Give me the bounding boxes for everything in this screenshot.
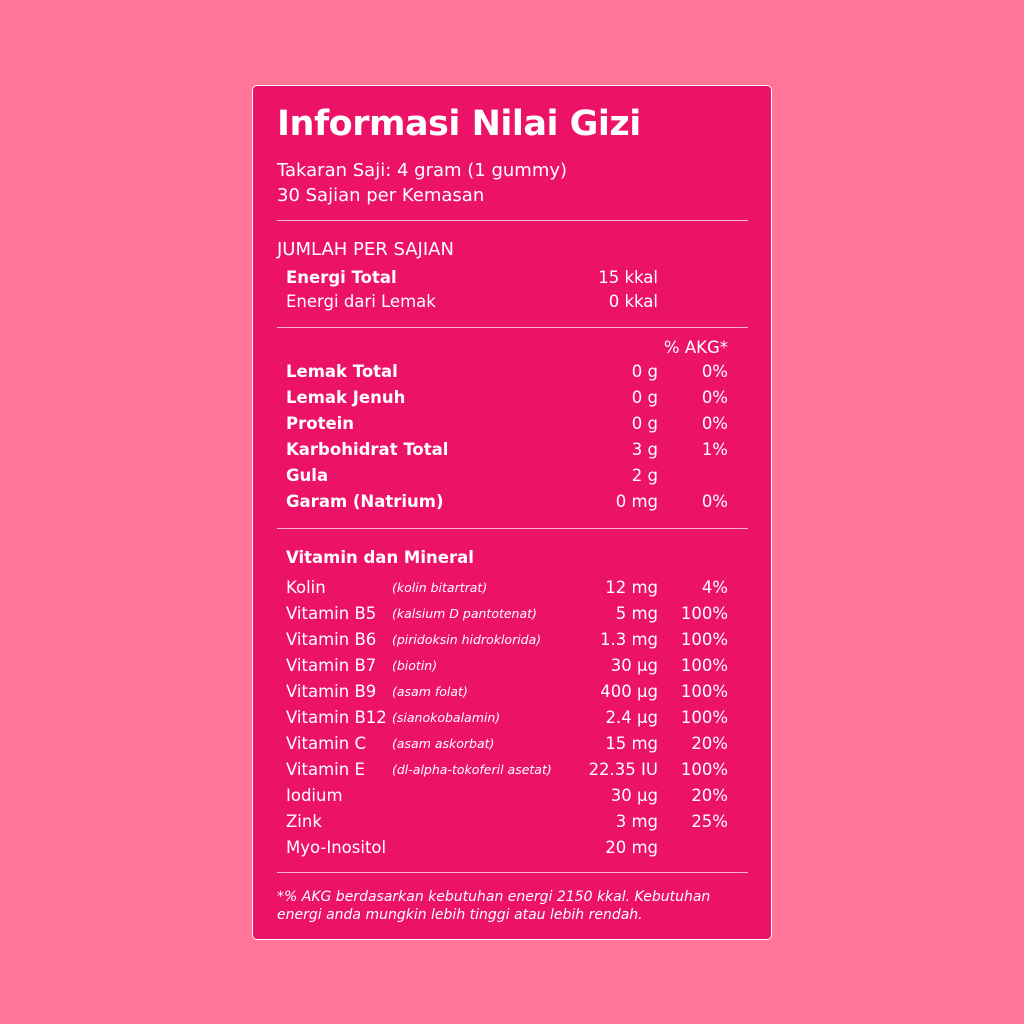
amount: 3 mg (615, 812, 658, 831)
label: Vitamin B5 (286, 604, 377, 623)
akg-header: % AKG* (663, 338, 728, 357)
label: Protein (286, 414, 355, 433)
label: Karbohidrat Total (286, 440, 449, 459)
vitamins-row: Vitamin B9 (asam folat) 400 µg 100% (286, 681, 728, 703)
amount: 15 mg (605, 734, 658, 753)
divider (277, 327, 748, 328)
amount: 15 kkal (598, 268, 658, 287)
amount: 30 µg (610, 656, 658, 675)
vitamins-row: Iodium 30 µg 20% (286, 785, 728, 807)
akg: 0% (701, 414, 728, 433)
akg: 20% (691, 786, 728, 805)
akg: 0% (701, 362, 728, 381)
form: (dl-alpha-tokoferil asetat) (392, 762, 552, 777)
akg: 100% (680, 708, 728, 727)
nutrients-row: Lemak Jenuh 0 g 0% (286, 387, 728, 409)
amount: 22.35 IU (588, 760, 658, 779)
servings-per-pack: 30 Sajian per Kemasan (277, 185, 485, 206)
nutrients-row: Protein 0 g 0% (286, 413, 728, 435)
vitamins-row: Zink 3 mg 25% (286, 811, 728, 833)
page-title: Informasi Nilai Gizi (277, 104, 641, 144)
divider (277, 872, 748, 873)
amount: 0 mg (615, 492, 658, 511)
amount: 12 mg (605, 578, 658, 597)
nutrients-row: Gula 2 g (286, 465, 728, 487)
label: Garam (Natrium) (286, 492, 444, 511)
label: Vitamin B9 (286, 682, 377, 701)
label: Lemak Total (286, 362, 398, 381)
amount: 5 mg (615, 604, 658, 623)
amount: 400 µg (600, 682, 658, 701)
footnote-line-1: *% AKG berdasarkan kebutuhan energi 2150… (277, 889, 711, 905)
label: Kolin (286, 578, 326, 597)
akg: 100% (680, 682, 728, 701)
nutrients-row: Karbohidrat Total 3 g 1% (286, 439, 728, 461)
form: (sianokobalamin) (392, 710, 501, 725)
amount: 30 µg (610, 786, 658, 805)
amount: 3 g (631, 440, 658, 459)
form: (kalsium D pantotenat) (392, 606, 537, 621)
vitamins-row: Vitamin B6 (piridoksin hidroklorida) 1.3 m… (286, 629, 728, 651)
energy-row: Energi Total 15 kkal (286, 267, 728, 289)
amount: 0 g (631, 388, 658, 407)
akg: 100% (680, 604, 728, 623)
energy-row: Energi dari Lemak 0 kkal (286, 291, 728, 313)
label: Zink (286, 812, 322, 831)
akg: 4% (701, 578, 728, 597)
vitamin-header: Vitamin dan Mineral (286, 548, 474, 567)
serving-size: Takaran Saji: 4 gram (1 gummy) (277, 160, 568, 181)
amount-header: JUMLAH PER SAJIAN (277, 239, 454, 260)
vitamins-row: Vitamin B7 (biotin) 30 µg 100% (286, 655, 728, 677)
label: Gula (286, 466, 329, 485)
akg: 25% (691, 812, 728, 831)
akg: 100% (680, 656, 728, 675)
amount: 0 g (631, 362, 658, 381)
label: Vitamin B12 (286, 708, 387, 727)
amount: 0 g (631, 414, 658, 433)
vitamins-row: Vitamin E (dl-alpha-tokoferil asetat) 22.3… (286, 759, 728, 781)
form: (asam askorbat) (392, 736, 495, 751)
akg-header-row: % AKG* (286, 337, 728, 359)
amount: 2.4 µg (605, 708, 658, 727)
vitamins-row: Kolin (kolin bitartrat) 12 mg 4% (286, 577, 728, 599)
akg: 0% (701, 388, 728, 407)
akg: 0% (701, 492, 728, 511)
divider (277, 528, 748, 529)
akg: 1% (701, 440, 728, 459)
label: Vitamin E (286, 760, 365, 779)
nutrients-row: Lemak Total 0 g 0% (286, 361, 728, 383)
nutrients-row: Garam (Natrium) 0 mg 0% (286, 491, 728, 513)
label: Vitamin B7 (286, 656, 377, 675)
amount: 20 mg (605, 838, 658, 857)
amount: 0 kkal (608, 292, 658, 311)
amount: 2 g (631, 466, 658, 485)
akg: 100% (680, 630, 728, 649)
label: Energi dari Lemak (286, 292, 436, 311)
label: Myo-Inositol (286, 838, 387, 857)
form: (kolin bitartrat) (392, 580, 488, 595)
vitamins-row: Vitamin C (asam askorbat) 15 mg 20% (286, 733, 728, 755)
label: Vitamin B6 (286, 630, 377, 649)
divider (277, 220, 748, 221)
label: Lemak Jenuh (286, 388, 406, 407)
form: (piridoksin hidroklorida) (392, 632, 542, 647)
label: Iodium (286, 786, 343, 805)
akg: 100% (680, 760, 728, 779)
vitamins-row: Vitamin B12 (sianokobalamin) 2.4 µg 100% (286, 707, 728, 729)
nutrition-facts-panel: Informasi Nilai Gizi Takaran Saji: 4 gra… (252, 85, 772, 940)
label: Vitamin C (286, 734, 366, 753)
akg: 20% (691, 734, 728, 753)
vitamins-row: Vitamin B5 (kalsium D pantotenat) 5 mg 100% (286, 603, 728, 625)
vitamins-row: Myo-Inositol 20 mg (286, 837, 728, 859)
form: (asam folat) (392, 684, 468, 699)
footnote-line-2: energi anda mungkin lebih tinggi atau le… (277, 907, 643, 923)
form: (biotin) (392, 658, 438, 673)
vitamin-header-row: Vitamin dan Mineral (286, 547, 728, 569)
label: Energi Total (286, 268, 397, 287)
amount: 1.3 mg (599, 630, 658, 649)
